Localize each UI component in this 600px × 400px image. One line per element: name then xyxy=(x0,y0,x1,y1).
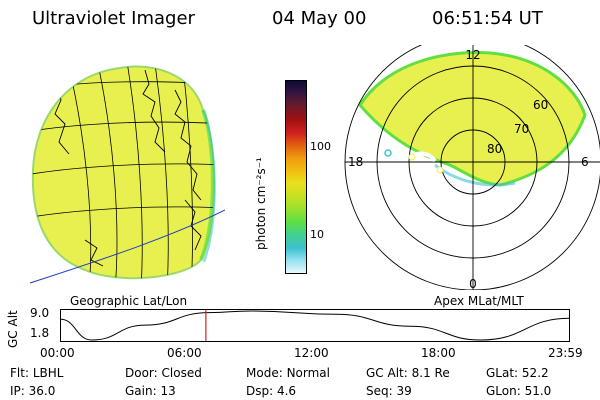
geographic-caption: Geographic Lat/Lon xyxy=(70,294,188,308)
polar-plot: 12 18 6 0 60 70 80 xyxy=(344,45,600,290)
gcalt-status: GC Alt: 8.1 Re xyxy=(366,366,450,380)
polar-white-arc xyxy=(384,149,444,174)
instrument-title: Ultraviolet Imager xyxy=(32,8,195,29)
door-status: Door: Closed xyxy=(125,366,202,380)
altitude-curve xyxy=(60,310,570,341)
seq-status: Seq: 39 xyxy=(366,384,412,398)
time-label: 06:51:54 UT xyxy=(432,8,543,29)
dsp-value: 4.6 xyxy=(276,384,297,398)
colorbar-tick-10: 10 xyxy=(310,228,324,241)
filter-label: Flt: xyxy=(10,366,29,380)
seq-label: Seq: xyxy=(366,384,393,398)
gain-value: 13 xyxy=(160,384,176,398)
glon-value: 51.0 xyxy=(524,384,552,398)
door-value: Closed xyxy=(161,366,202,380)
mode-label: Mode: xyxy=(246,366,283,380)
ip-label: IP: xyxy=(10,384,25,398)
gain-label: Gain: xyxy=(125,384,157,398)
equator-line xyxy=(29,209,225,284)
mlat-label-70: 70 xyxy=(514,122,529,136)
dsp-status: Dsp: 4.6 xyxy=(246,384,296,398)
glat-value: 52.2 xyxy=(521,366,549,380)
date-label: 04 May 00 xyxy=(272,8,367,29)
gain-status: Gain: 13 xyxy=(125,384,176,398)
timeline-xtick-0000: 00:00 xyxy=(40,346,75,360)
mode-value: Normal xyxy=(286,366,330,380)
timeline-ytick-top: 9.0 xyxy=(30,306,50,320)
colorbar xyxy=(285,80,307,274)
filter-status: Flt: LBHL xyxy=(10,366,63,380)
glat-status: GLat: 52.2 xyxy=(486,366,549,380)
glon-label: GLon: xyxy=(486,384,521,398)
glon-status: GLon: 51.0 xyxy=(486,384,551,398)
mlat-label-80: 80 xyxy=(487,142,502,156)
polar-grid xyxy=(344,45,600,290)
mlt-label-0: 0 xyxy=(469,277,477,290)
ip-value: 36.0 xyxy=(28,384,56,398)
timeline-xtick-0600: 06:00 xyxy=(167,346,202,360)
mode-status: Mode: Normal xyxy=(246,366,330,380)
timeline-ytick-bottom: 1.8 xyxy=(30,326,50,340)
uv-auroral-fill xyxy=(358,51,587,187)
timeline-plot xyxy=(60,309,570,342)
timeline-xtick-2359: 23:59 xyxy=(548,346,583,360)
mlat-label-60: 60 xyxy=(533,98,548,112)
timeline-xtick-1800: 18:00 xyxy=(421,346,456,360)
uv-glow-fill xyxy=(31,65,216,280)
dsp-label: Dsp: xyxy=(246,384,274,398)
filter-value: LBHL xyxy=(32,366,64,380)
timeline-frame xyxy=(60,309,570,342)
mlt-label-6: 6 xyxy=(581,155,589,169)
timeline-ylabel: GC Alt xyxy=(6,310,20,348)
gcalt-label: GC Alt: xyxy=(366,366,408,380)
colorbar-tick-100: 100 xyxy=(310,140,331,153)
mlt-label-12: 12 xyxy=(465,48,480,62)
gcalt-value: 8.1 Re xyxy=(411,366,450,380)
timeline-xtick-1200: 12:00 xyxy=(294,346,329,360)
glat-label: GLat: xyxy=(486,366,519,380)
ip-status: IP: 36.0 xyxy=(10,384,55,398)
seq-value: 39 xyxy=(396,384,412,398)
colorbar-units-label: photon cm⁻²s⁻¹ xyxy=(254,157,268,250)
mlt-label-18: 18 xyxy=(348,155,363,169)
apex-caption: Apex MLat/MLT xyxy=(434,294,524,308)
geographic-image xyxy=(29,65,225,284)
door-label: Door: xyxy=(125,366,158,380)
